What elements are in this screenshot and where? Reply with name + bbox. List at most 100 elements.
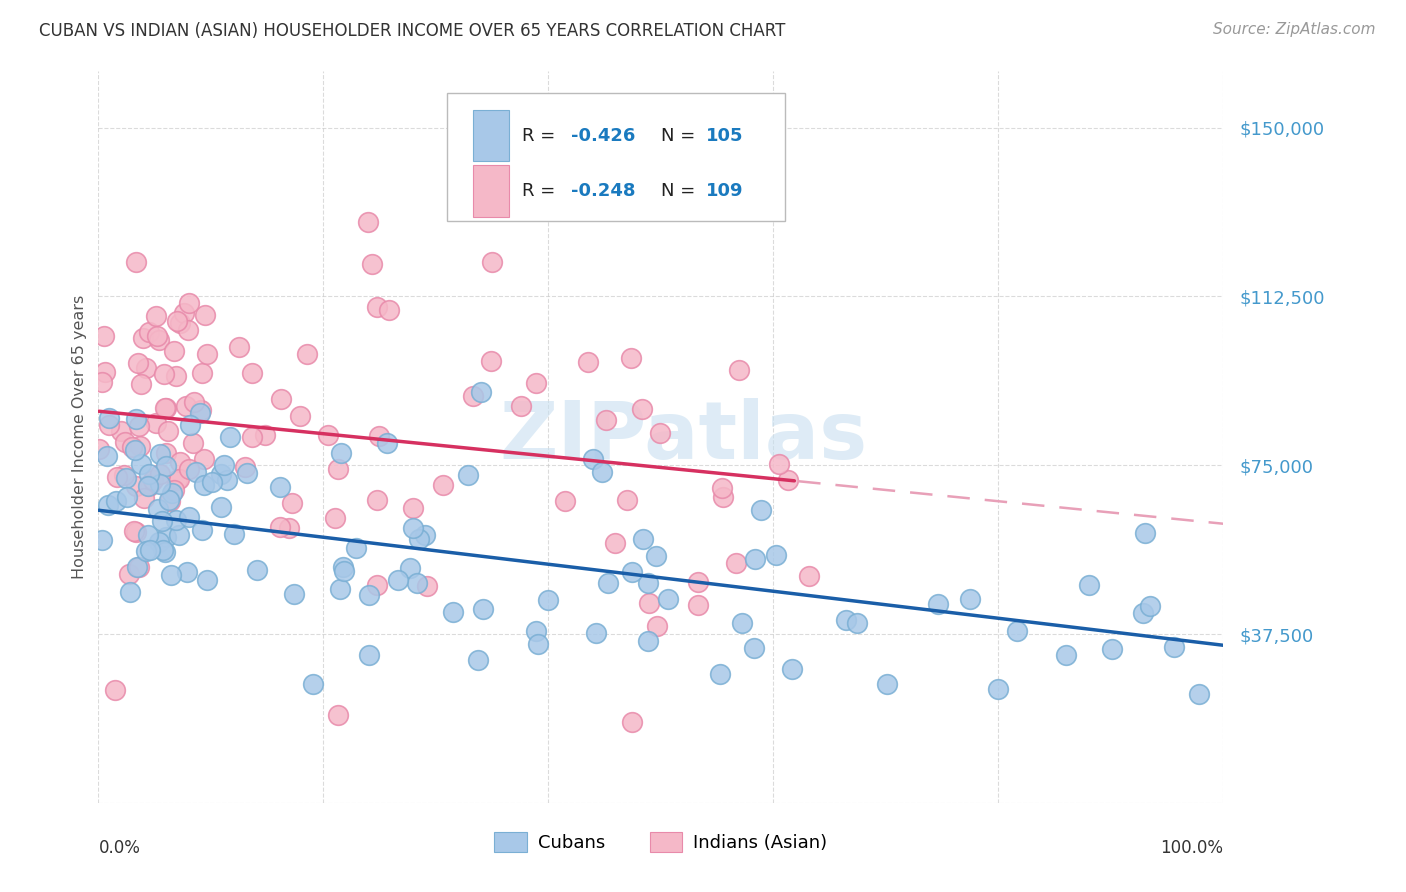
Indians (Asian): [269, 520, 291, 534]
Cubans: [329, 446, 352, 460]
Indians (Asian): [157, 424, 180, 438]
Indians (Asian): [181, 436, 204, 450]
Indians (Asian): [326, 707, 349, 722]
Indians (Asian): [316, 428, 339, 442]
Indians (Asian): [253, 427, 276, 442]
Cubans: [657, 591, 679, 606]
Indians (Asian): [637, 596, 659, 610]
Cubans: [136, 528, 159, 542]
Cubans: [402, 521, 425, 535]
Cubans: [987, 681, 1010, 696]
Indians (Asian): [121, 440, 143, 454]
FancyBboxPatch shape: [447, 94, 785, 221]
Indians (Asian): [155, 401, 177, 416]
Cubans: [591, 465, 613, 479]
Indians (Asian): [240, 430, 263, 444]
Cubans: [169, 528, 191, 542]
Indians (Asian): [132, 331, 155, 345]
Cubans: [162, 485, 184, 500]
Cubans: [375, 436, 398, 450]
Cubans: [97, 498, 120, 512]
Cubans: [105, 494, 128, 508]
Cubans: [1188, 687, 1211, 701]
Indians (Asian): [129, 439, 152, 453]
Indians (Asian): [110, 424, 132, 438]
Indians (Asian): [621, 714, 644, 729]
Indians (Asian): [131, 377, 153, 392]
Indians (Asian): [799, 568, 821, 582]
Cubans: [1101, 642, 1123, 657]
Indians (Asian): [686, 598, 709, 612]
Cubans: [845, 616, 868, 631]
Cubans: [135, 544, 157, 558]
Indians (Asian): [191, 366, 214, 380]
Indians (Asian): [768, 457, 790, 471]
Indians (Asian): [727, 363, 749, 377]
Cubans: [236, 466, 259, 480]
Indians (Asian): [87, 442, 110, 456]
Indians (Asian): [725, 556, 748, 570]
Indians (Asian): [711, 481, 734, 495]
Indians (Asian): [155, 401, 177, 416]
Cubans: [149, 447, 172, 461]
Cubans: [834, 614, 856, 628]
Cubans: [645, 549, 668, 564]
Cubans: [184, 466, 207, 480]
Indians (Asian): [688, 574, 710, 589]
Indians (Asian): [645, 619, 668, 633]
Cubans: [146, 502, 169, 516]
Cubans: [219, 430, 242, 444]
Cubans: [406, 576, 429, 591]
Cubans: [357, 588, 380, 602]
Cubans: [467, 652, 489, 666]
Indians (Asian): [91, 376, 114, 390]
Legend: Cubans, Indians (Asian): Cubans, Indians (Asian): [486, 824, 835, 860]
Cubans: [193, 478, 215, 492]
Indians (Asian): [378, 303, 401, 318]
Indians (Asian): [179, 296, 201, 310]
Cubans: [1132, 606, 1154, 620]
Indians (Asian): [278, 521, 301, 535]
Cubans: [1077, 578, 1099, 592]
Indians (Asian): [163, 344, 186, 359]
Cubans: [222, 526, 245, 541]
Cubans: [138, 467, 160, 481]
Cubans: [633, 532, 655, 546]
Indians (Asian): [576, 355, 599, 369]
Cubans: [744, 552, 766, 566]
Cubans: [413, 527, 436, 541]
Cubans: [329, 582, 352, 597]
Indians (Asian): [165, 368, 187, 383]
Cubans: [399, 561, 422, 575]
Indians (Asian): [122, 524, 145, 539]
Cubans: [138, 479, 160, 493]
Cubans: [742, 640, 765, 655]
Cubans: [332, 565, 354, 579]
Indians (Asian): [135, 360, 157, 375]
Indians (Asian): [366, 577, 388, 591]
Cubans: [709, 666, 731, 681]
Indians (Asian): [776, 473, 799, 487]
Cubans: [537, 593, 560, 607]
Cubans: [441, 605, 464, 619]
Indians (Asian): [368, 428, 391, 442]
Cubans: [195, 573, 218, 587]
Cubans: [191, 523, 214, 537]
Cubans: [124, 443, 146, 458]
Text: -0.426: -0.426: [571, 127, 636, 145]
Cubans: [302, 677, 325, 691]
Indians (Asian): [114, 435, 136, 450]
Indians (Asian): [630, 402, 652, 417]
Cubans: [1054, 648, 1077, 662]
Cubans: [129, 457, 152, 471]
Indians (Asian): [233, 460, 256, 475]
Cubans: [150, 514, 173, 528]
Text: ZIPatlas: ZIPatlas: [499, 398, 868, 476]
Cubans: [155, 530, 177, 544]
Indians (Asian): [524, 376, 547, 391]
Indians (Asian): [510, 399, 533, 413]
Cubans: [165, 513, 187, 527]
Indians (Asian): [138, 325, 160, 339]
Indians (Asian): [461, 389, 484, 403]
Cubans: [1163, 640, 1185, 654]
